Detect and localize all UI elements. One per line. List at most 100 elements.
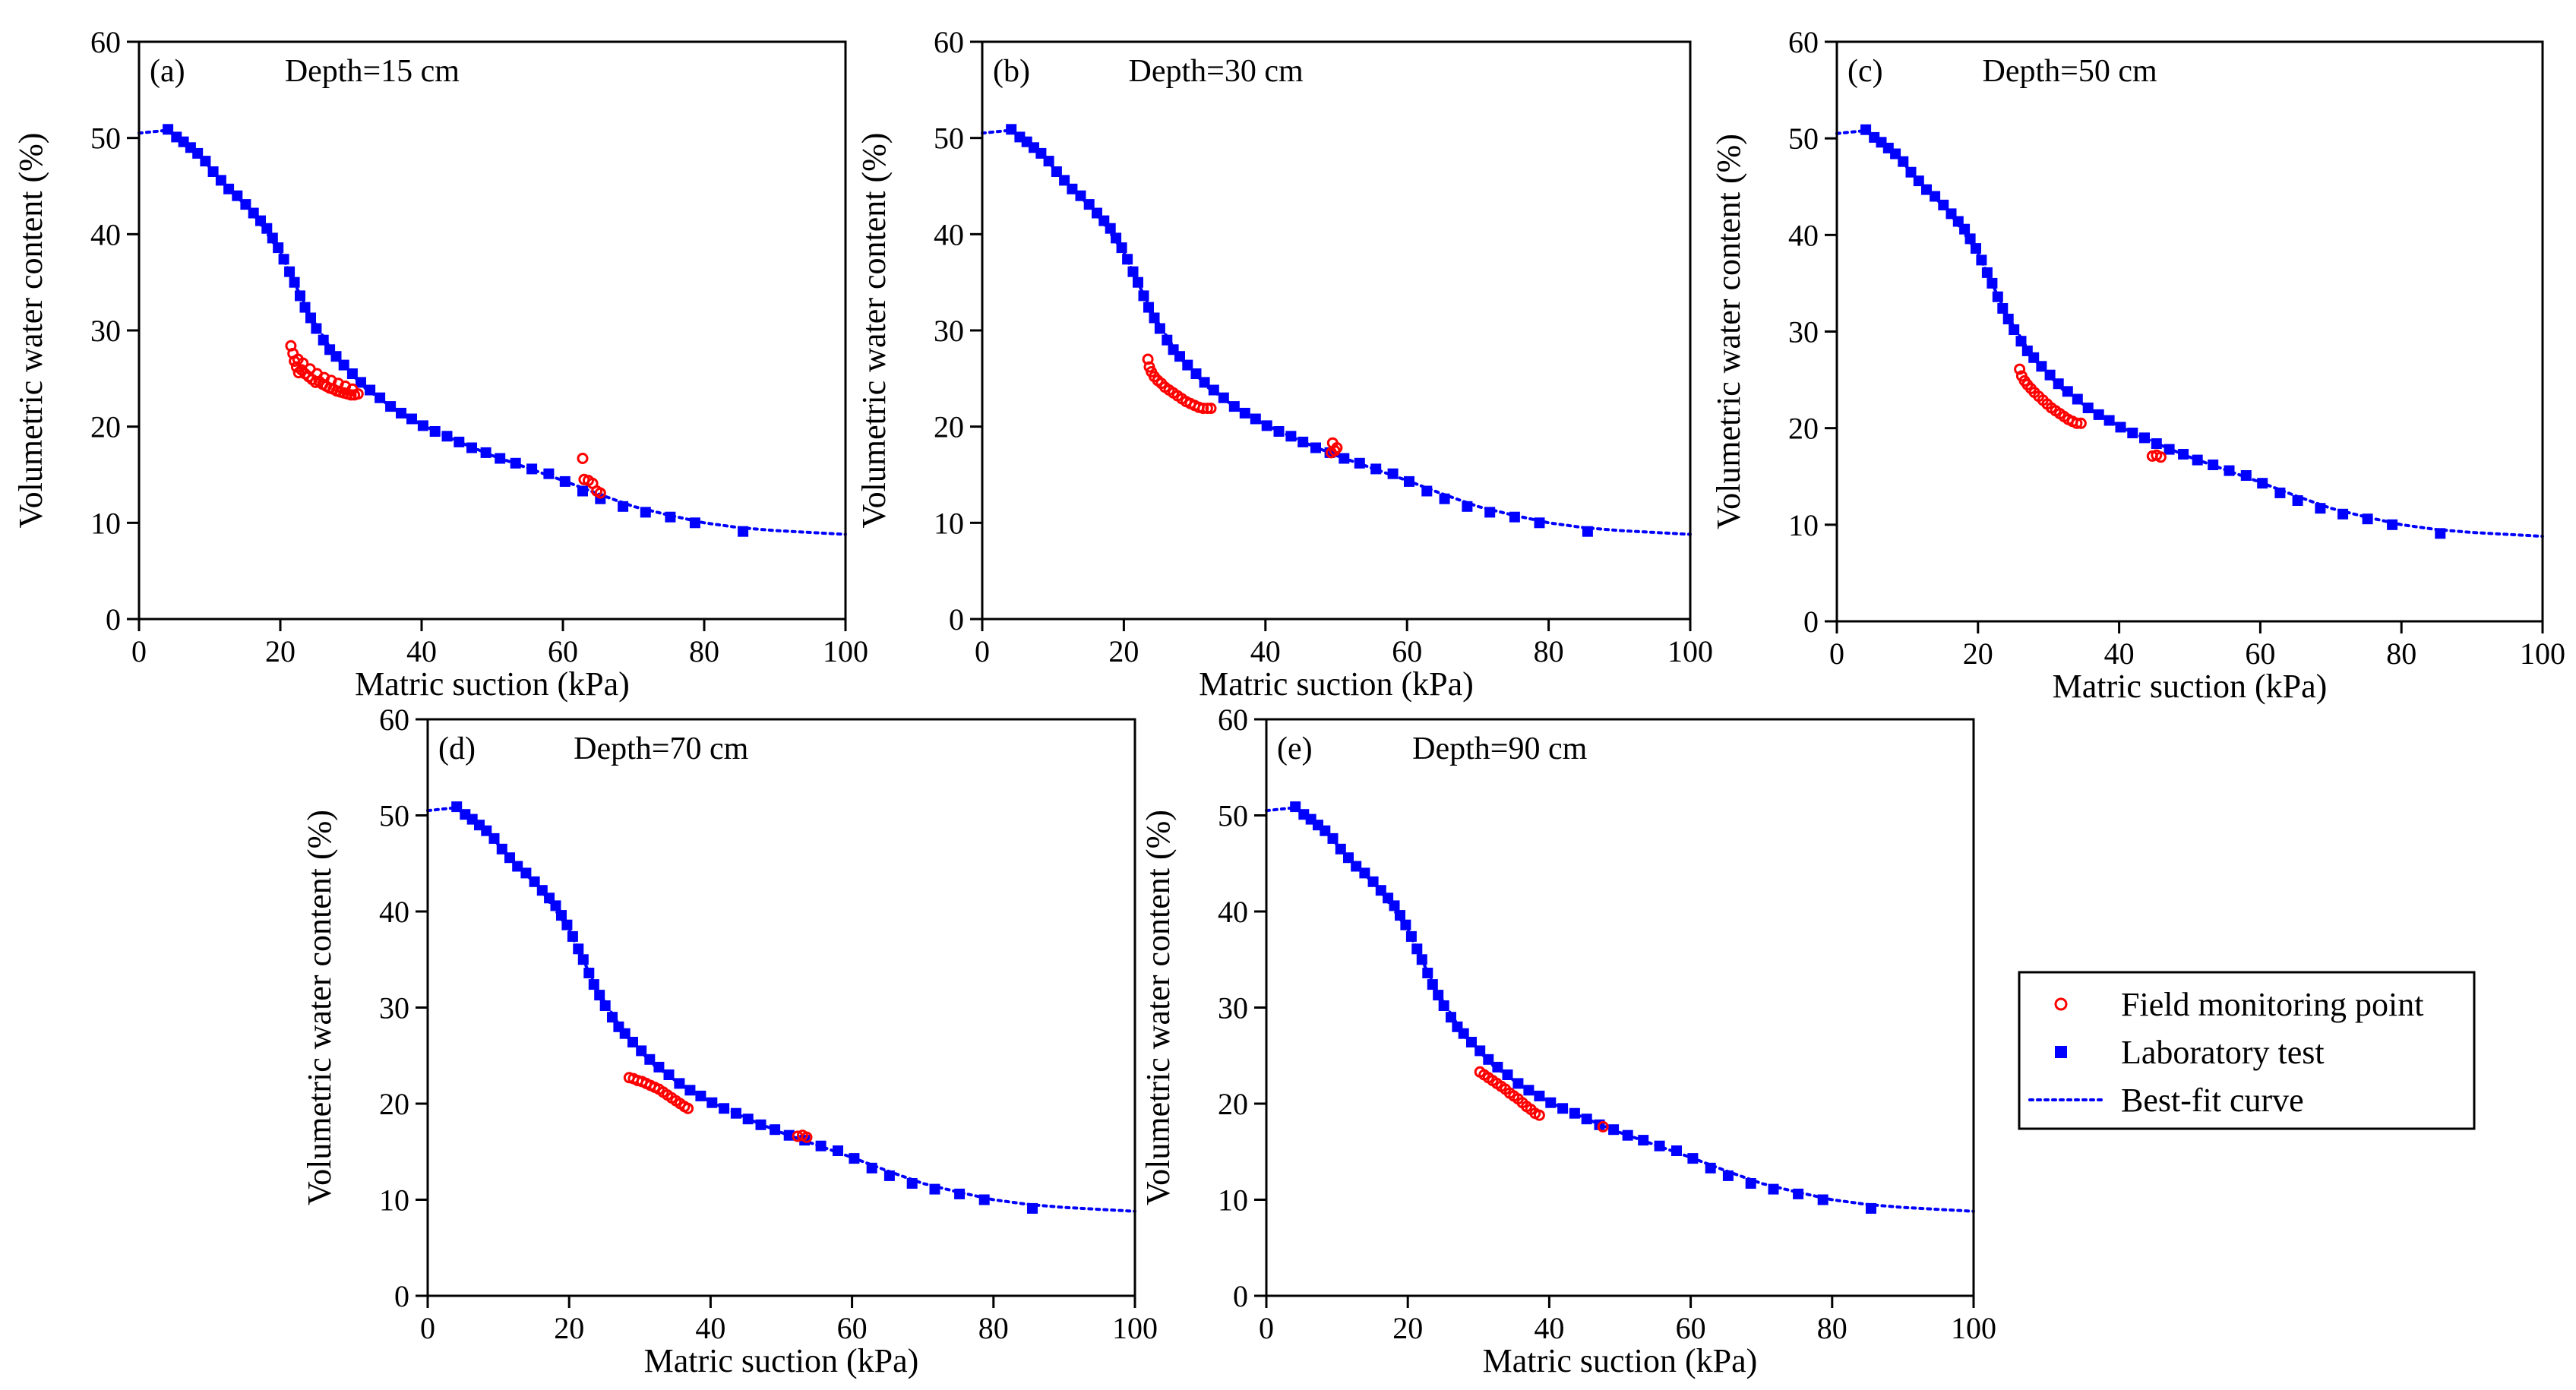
- lab-test-point: [295, 290, 305, 302]
- lab-test-point: [1687, 1153, 1699, 1164]
- lab-test-point: [318, 334, 329, 346]
- x-tick-label: 60: [1392, 634, 1422, 668]
- lab-test-point: [653, 1061, 665, 1073]
- y-tick-label: 40: [1218, 895, 1248, 929]
- lab-test-point: [311, 323, 322, 334]
- y-tick-label: 20: [934, 410, 964, 444]
- x-tick-label: 40: [406, 634, 437, 668]
- lab-test-point: [356, 377, 366, 388]
- y-tick-label: 0: [1803, 605, 1819, 639]
- y-tick-label: 30: [1788, 315, 1819, 349]
- lab-test-point: [607, 1012, 618, 1023]
- lab-test-point: [441, 431, 453, 442]
- lab-test-point: [284, 266, 296, 277]
- x-tick-label: 20: [554, 1311, 584, 1345]
- lab-test-point: [1067, 183, 1078, 194]
- lab-test-point: [2015, 336, 2027, 347]
- lab-test-point: [1208, 384, 1219, 396]
- lab-test-point: [1367, 876, 1379, 887]
- y-tick-label: 40: [379, 895, 409, 929]
- lab-test-point: [396, 407, 406, 419]
- lab-test-point: [1127, 266, 1139, 277]
- lab-test-point: [1671, 1145, 1682, 1156]
- x-tick-label: 20: [1108, 634, 1139, 668]
- legend-label: Laboratory test: [2121, 1034, 2325, 1071]
- lab-test-point: [695, 1090, 706, 1101]
- lab-test-point: [2053, 378, 2064, 390]
- lab-test-point: [1921, 184, 1932, 195]
- lab-test-point: [1174, 351, 1185, 362]
- panel-label: (c): [1847, 54, 1883, 89]
- lab-test-point: [215, 175, 226, 186]
- panel-label: (b): [993, 54, 1030, 89]
- lab-test-point: [2208, 460, 2219, 470]
- field-monitoring-point: [801, 1131, 813, 1143]
- lab-test-point: [1722, 1170, 1734, 1181]
- lab-test-point: [1581, 1114, 1592, 1125]
- lab-test-point: [1438, 1000, 1449, 1011]
- best-fit-curve: [1835, 128, 2544, 539]
- lab-test-point: [1427, 979, 1438, 990]
- x-tick-label: 0: [131, 634, 147, 668]
- lab-test-point: [618, 501, 629, 512]
- lab-test-point: [1027, 1202, 1038, 1214]
- lab-test-point: [1981, 267, 1993, 278]
- lab-test-point: [2387, 519, 2398, 530]
- lab-test-point: [883, 1170, 895, 1181]
- lab-test-point: [1987, 277, 1998, 289]
- lab-test-point: [1793, 1188, 1804, 1199]
- legend: Field monitoring point Laboratory test Bes…: [2018, 971, 2476, 1130]
- lab-test-point: [480, 447, 491, 458]
- lab-test-point: [561, 919, 573, 930]
- lab-test-point: [599, 1000, 611, 1011]
- field-monitoring-point: [577, 453, 589, 464]
- lab-test-point: [1654, 1140, 1665, 1151]
- y-tick-label: 30: [934, 314, 964, 348]
- y-tick-label: 10: [90, 506, 121, 540]
- y-tick-label: 20: [1788, 412, 1819, 446]
- lab-test-point: [559, 475, 571, 487]
- lab-test-point: [2240, 470, 2252, 481]
- lab-test-point: [1509, 511, 1520, 523]
- lab-test-point: [627, 1037, 638, 1047]
- lab-test-point: [2257, 478, 2268, 489]
- lab-test-point: [466, 442, 477, 453]
- lab-test-point: [375, 392, 386, 403]
- lab-test-point: [1370, 463, 1382, 475]
- legend-marker-circle: [2054, 997, 2068, 1011]
- lab-test-point: [978, 1194, 990, 1205]
- x-tick-label: 60: [837, 1311, 868, 1345]
- y-axis-label: Volumetric water content (%): [301, 810, 338, 1205]
- lab-test-point: [1992, 291, 2003, 302]
- lab-test-point: [1930, 191, 1941, 202]
- lab-test-point: [330, 351, 342, 362]
- lab-test-point: [1745, 1178, 1756, 1189]
- lab-test-point: [543, 468, 555, 479]
- y-tick-label: 60: [379, 703, 409, 737]
- x-tick-label: 0: [1829, 637, 1844, 671]
- lab-test-point: [1938, 199, 1949, 210]
- lab-test-point: [1190, 368, 1202, 379]
- lab-test-point: [261, 223, 273, 234]
- lab-test-point: [2362, 513, 2373, 525]
- lab-test-point: [267, 232, 278, 244]
- plot-data: [426, 801, 1136, 1214]
- best-fit-curve: [426, 806, 1136, 1213]
- x-tick-label: 100: [2520, 637, 2565, 671]
- lab-test-point: [406, 413, 417, 425]
- y-tick-label: 30: [379, 991, 409, 1025]
- y-tick-label: 0: [394, 1279, 409, 1313]
- lab-test-point: [1964, 233, 1976, 245]
- x-tick-label: 60: [2245, 637, 2275, 671]
- y-tick-label: 50: [934, 122, 964, 156]
- best-fit-curve: [981, 128, 1692, 536]
- y-tick-label: 0: [949, 602, 964, 637]
- y-tick-label: 40: [934, 217, 964, 251]
- lab-test-point: [1335, 843, 1346, 855]
- y-axis-label: Volumetric water content (%): [1139, 810, 1177, 1205]
- lab-test-point: [783, 1129, 795, 1141]
- lab-test-point: [385, 401, 397, 412]
- lab-test-point: [1705, 1162, 1716, 1174]
- lab-test-point: [1421, 485, 1433, 497]
